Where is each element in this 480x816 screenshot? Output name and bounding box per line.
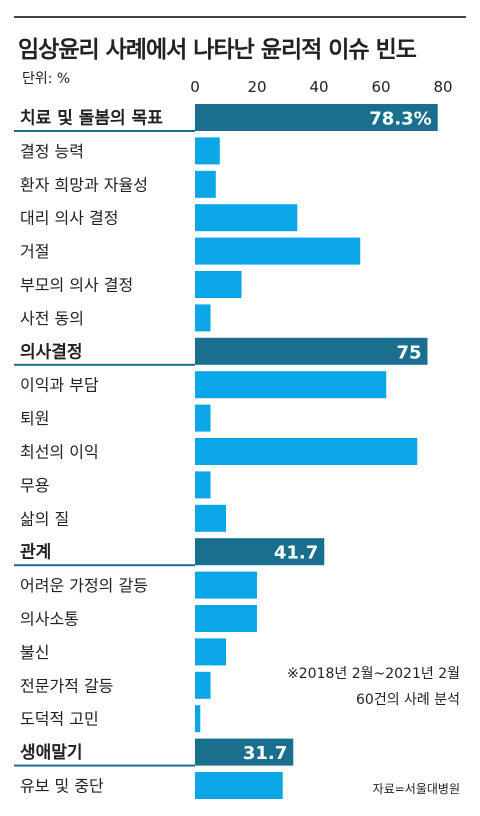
data-label: 75 [396,342,421,363]
group-label: 의사결정 [20,342,83,362]
bar [195,237,361,265]
category-label: 무용 [20,476,49,495]
group-bar [195,337,428,365]
bar [195,204,298,232]
group-bar [195,738,294,766]
category-label: 환자 희망과 자율성 [20,175,148,194]
category-label: 부모의 의사 결정 [20,276,133,295]
bar [195,772,283,799]
unit-label: 단위: % [22,71,71,87]
bar [195,371,387,399]
bar [195,471,211,499]
bar [195,137,220,165]
bar [195,271,242,298]
bar [195,504,226,532]
category-label: 결정 능력 [20,142,84,161]
x-tick-label: 40 [309,78,328,96]
group-label: 관계 [20,543,51,563]
bar [195,404,211,432]
x-tick-label: 20 [247,78,266,96]
group-underline [14,130,195,132]
bar [195,304,211,332]
chart-title: 임상윤리 사례에서 나타난 윤리적 이슈 빈도 [18,37,417,63]
bar [195,438,418,465]
x-tick-label: 60 [371,78,390,96]
group-underline [14,764,195,767]
category-label: 이익과 부담 [20,376,99,395]
note-line-1: ※2018년 2월~2021년 2월 [287,666,460,682]
category-label: 전문가적 갈등 [20,676,113,695]
group-bar [195,538,325,566]
data-label: 41.7 [274,543,318,564]
x-tick-label: 0 [190,78,200,96]
group-bar [195,104,438,131]
group-label: 생애말기 [20,742,83,763]
category-label: 도덕적 고민 [20,710,99,729]
bar [195,671,211,699]
category-label: 불신 [20,643,49,662]
category-label: 유보 및 중단 [20,777,104,796]
category-label: 어려운 가정의 갈등 [20,576,148,595]
bar [195,638,226,666]
group-label: 치료 및 돌봄의 목표 [20,109,163,129]
top-rule [14,16,466,18]
category-label: 최선의 이익 [20,443,99,462]
source-label: 자료=서울대병원 [372,782,460,796]
bar [195,605,257,632]
category-label: 사전 동의 [20,309,84,328]
group-underline [14,363,195,366]
category-label: 대리 의사 결정 [20,209,119,228]
category-label: 퇴원 [20,409,49,428]
x-tick-label: 80 [433,78,452,96]
category-label: 삶의 질 [20,509,69,528]
bar [195,571,257,599]
group-underline [14,564,195,567]
data-label: 31.7 [243,743,287,764]
bar [195,170,216,198]
category-label: 거절 [20,242,49,261]
bar [195,705,201,733]
note-line-2: 60건의 사례 분석 [356,692,460,708]
data-label: 78.3% [369,109,431,130]
category-label: 의사소통 [20,610,79,629]
